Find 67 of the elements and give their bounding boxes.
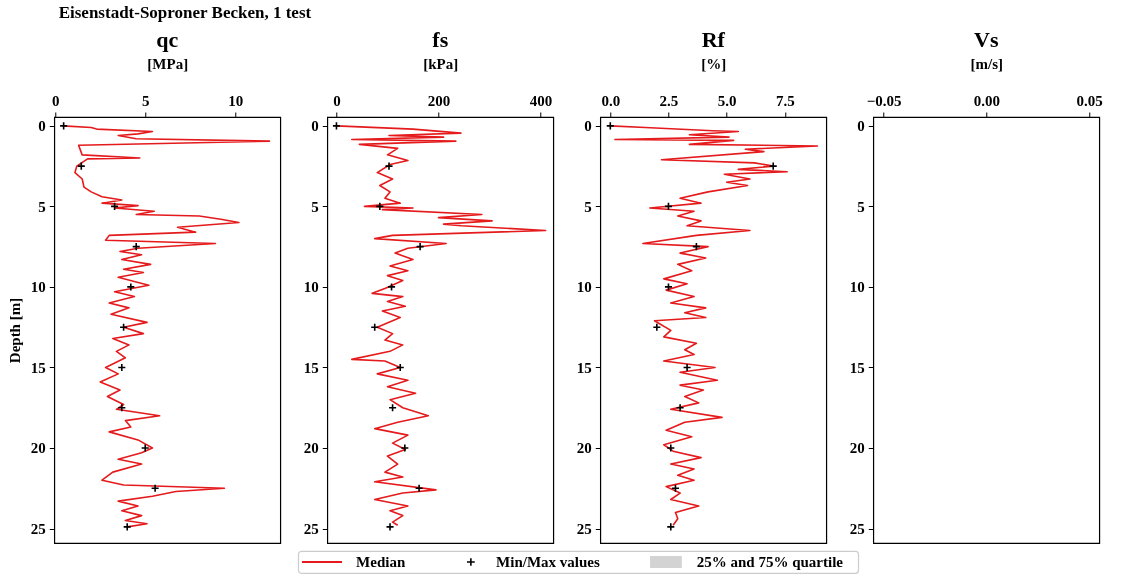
y-tick-label: 5 [38, 198, 46, 215]
text: Eisenstadt-Soproner Becken, 1 test [58, 3, 312, 23]
point [666, 522, 676, 532]
point [400, 443, 410, 453]
y-tick-label: 5 [584, 198, 592, 215]
x-tick-label: 5 [141, 92, 150, 109]
y-tick-label: 15 [849, 359, 865, 376]
legend-label: Median [356, 554, 406, 570]
chart-title: fs [432, 27, 449, 52]
point [414, 483, 424, 493]
y-tick-label: 10 [30, 279, 46, 296]
y-tick-label: 10 [303, 279, 319, 296]
point [675, 403, 685, 413]
point [768, 161, 778, 171]
x-axis-title: [%] [701, 55, 727, 72]
point [384, 161, 394, 171]
x-tick-label: 400 [529, 92, 553, 109]
x-tick-label: 10 [228, 92, 244, 109]
point [76, 161, 86, 171]
y-tick-label: 25 [849, 521, 865, 537]
point [385, 522, 395, 532]
point [117, 403, 127, 413]
x-tick-label: −0.05 [866, 92, 902, 109]
y-tick-label: 0 [857, 118, 865, 135]
point [150, 483, 160, 493]
x-tick-label: 5.0 [717, 92, 737, 109]
chart-title: qc [156, 27, 179, 52]
y-tick-label: 20 [30, 440, 46, 457]
point [370, 322, 380, 332]
legend-label: 25% and 75% quartile [696, 554, 844, 570]
x-axis-title: [kPa] [423, 55, 459, 72]
y-tick-label: 20 [303, 440, 319, 457]
x-tick-label: 2.5 [659, 92, 679, 109]
y-tick-label: 10 [849, 279, 865, 296]
y-axis-title: Depth [m] [6, 297, 23, 364]
x-tick-label: 0.00 [973, 92, 1000, 109]
x-tick-label: 0 [333, 92, 341, 109]
legend-label: Min/Max values [496, 554, 600, 570]
y-tick-label: 15 [576, 359, 592, 376]
chart-title: Vs [974, 27, 999, 52]
y-tick-label: 20 [849, 440, 865, 457]
point [140, 443, 150, 453]
y-tick-label: 15 [30, 359, 46, 376]
y-tick-label: 25 [303, 521, 319, 537]
y-tick-label: 0 [584, 118, 592, 135]
y-tick-label: 20 [576, 440, 592, 457]
point [605, 121, 615, 131]
x-axis-title: [m/s] [970, 55, 1004, 72]
y-tick-label: 0 [311, 118, 319, 135]
x-tick-label: 200 [427, 92, 451, 109]
chart-title: Rf [701, 27, 726, 52]
point [652, 322, 662, 332]
y-tick-label: 0 [38, 118, 46, 135]
point [122, 522, 132, 532]
x-tick-label: 0 [51, 92, 60, 109]
point [126, 282, 136, 292]
x-tick-label: 7.5 [775, 92, 795, 109]
y-tick-label: 25 [576, 521, 592, 537]
y-tick-label: 25 [30, 521, 46, 537]
y-tick-label: 5 [311, 198, 319, 215]
x-tick-label: 0.0 [601, 92, 621, 109]
x-tick-label: 0.05 [1076, 92, 1103, 109]
x-axis-title: [MPa] [147, 55, 189, 72]
y-tick-label: 5 [857, 198, 865, 215]
y-tick-label: 15 [303, 359, 319, 376]
point [666, 443, 676, 453]
y-tick-label: 10 [576, 279, 592, 296]
